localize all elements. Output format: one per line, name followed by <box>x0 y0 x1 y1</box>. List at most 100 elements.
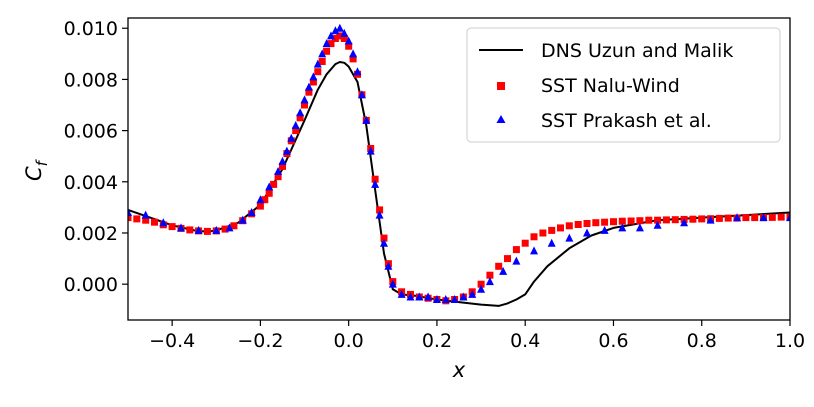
dns-line <box>128 61 790 307</box>
prakash-point <box>335 23 344 32</box>
prakash-point <box>357 90 366 99</box>
nalu-wind-point <box>327 40 335 48</box>
nalu-wind-point <box>574 221 582 228</box>
nalu-wind-point <box>168 223 176 231</box>
prakash-point <box>468 289 477 298</box>
prakash-point <box>327 31 336 40</box>
prakash-point <box>247 208 256 217</box>
prakash-point <box>680 218 689 227</box>
prakash-point <box>450 295 459 304</box>
nalu-wind-point <box>128 214 132 222</box>
nalu-wind-point <box>323 47 331 55</box>
nalu-wind-point <box>186 226 194 234</box>
nalu-wind-point <box>698 215 706 223</box>
prakash-point <box>759 213 768 222</box>
prakash-point <box>256 195 265 204</box>
nalu-wind-point <box>345 42 353 50</box>
legend: DNS Uzun and Malik SST Nalu-Wind SST Pra… <box>466 27 781 143</box>
prakash-point <box>331 26 340 35</box>
prakash-point <box>274 167 283 176</box>
prakash-point <box>322 39 331 48</box>
prakash-point <box>300 95 309 104</box>
nalu-wind-point <box>495 262 503 270</box>
prakash-point <box>366 146 375 155</box>
nalu-wind-point <box>261 196 269 204</box>
plot-frame <box>127 17 791 321</box>
x-axis-label: x <box>452 358 466 382</box>
nalu-wind-point <box>336 32 344 40</box>
y-axis-label: Cf <box>22 158 51 181</box>
prakash-point <box>225 223 234 232</box>
nalu-wind-point <box>318 58 326 65</box>
prakash-point <box>499 266 508 275</box>
prakash-point <box>238 215 247 224</box>
prakash-point <box>384 261 393 270</box>
nalu-wind-point <box>636 217 644 225</box>
prakash-point <box>282 146 291 155</box>
prakash-point <box>362 115 371 124</box>
nalu-wind-point <box>583 220 591 227</box>
nalu-wind-point <box>279 162 286 170</box>
prakash-point <box>296 108 305 117</box>
prakash-point <box>477 284 486 293</box>
prakash-point <box>159 218 168 227</box>
nalu-wind-point <box>265 189 273 197</box>
x-tick-label: −0.2 <box>237 330 283 352</box>
nalu-wind-point <box>768 213 776 221</box>
x-tick-label: 0.0 <box>334 330 364 352</box>
nalu-wind-point <box>486 271 494 279</box>
nalu-wind-point <box>305 88 313 96</box>
nalu-wind-point <box>565 222 573 230</box>
nalu-wind-point <box>618 217 626 225</box>
nalu-wind-point <box>662 216 670 224</box>
x-tick-label: −0.4 <box>149 330 195 352</box>
y-tick-label: 0.000 <box>64 274 118 296</box>
prakash-point <box>309 72 318 81</box>
nalu-wind-point <box>724 214 732 222</box>
x-tick-label: 0.2 <box>422 330 452 352</box>
prakash-point <box>786 213 790 222</box>
y-axis-ticks: 0.000 0.002 0.004 0.006 0.008 0.010 <box>64 18 128 296</box>
legend-nalu-label: SST Nalu-Wind <box>541 75 680 97</box>
prakash-point <box>485 277 494 286</box>
nalu-wind-point <box>256 202 264 210</box>
nalu-wind-point <box>292 127 300 135</box>
nalu-wind-point <box>521 239 529 247</box>
x-tick-label: 0.4 <box>510 330 540 352</box>
nalu-wind-point <box>654 216 662 224</box>
svg-text:Cf: Cf <box>22 158 51 181</box>
prakash-point <box>547 238 556 247</box>
y-tick-label: 0.008 <box>64 69 118 91</box>
nalu-wind-point <box>689 215 697 223</box>
nalu-wind-point <box>221 225 229 233</box>
nalu-wind-point <box>376 206 384 214</box>
prakash-point <box>706 215 715 224</box>
prakash-point <box>600 225 609 234</box>
prakash-point <box>388 279 397 288</box>
prakash-point <box>313 59 322 68</box>
prakash-point <box>176 223 185 232</box>
nalu-wind-point <box>133 215 141 223</box>
nalu-wind-point <box>296 114 304 122</box>
nalu-wind-point <box>309 78 317 86</box>
nalu-wind-point <box>610 218 617 226</box>
prakash-point <box>291 120 300 129</box>
nalu-wind-point <box>371 175 379 183</box>
nalu-wind-point <box>777 213 785 221</box>
prakash-point <box>340 28 349 37</box>
prakash-point <box>379 238 388 247</box>
nalu-wind-point <box>751 214 759 222</box>
nalu-wind-point <box>142 216 150 224</box>
prakash-point <box>635 223 644 232</box>
nalu-wind-point <box>270 180 278 188</box>
y-tick-label: 0.010 <box>64 18 118 40</box>
nalu-wind-point <box>627 217 635 225</box>
legend-prakash-marker <box>496 115 506 123</box>
y-axis-label-subscript: f <box>33 158 51 166</box>
prakash-point <box>318 49 327 58</box>
y-tick-label: 0.006 <box>64 121 118 143</box>
prakash-point <box>415 292 424 301</box>
prakash-point <box>194 225 203 234</box>
prakash-point <box>530 246 539 255</box>
